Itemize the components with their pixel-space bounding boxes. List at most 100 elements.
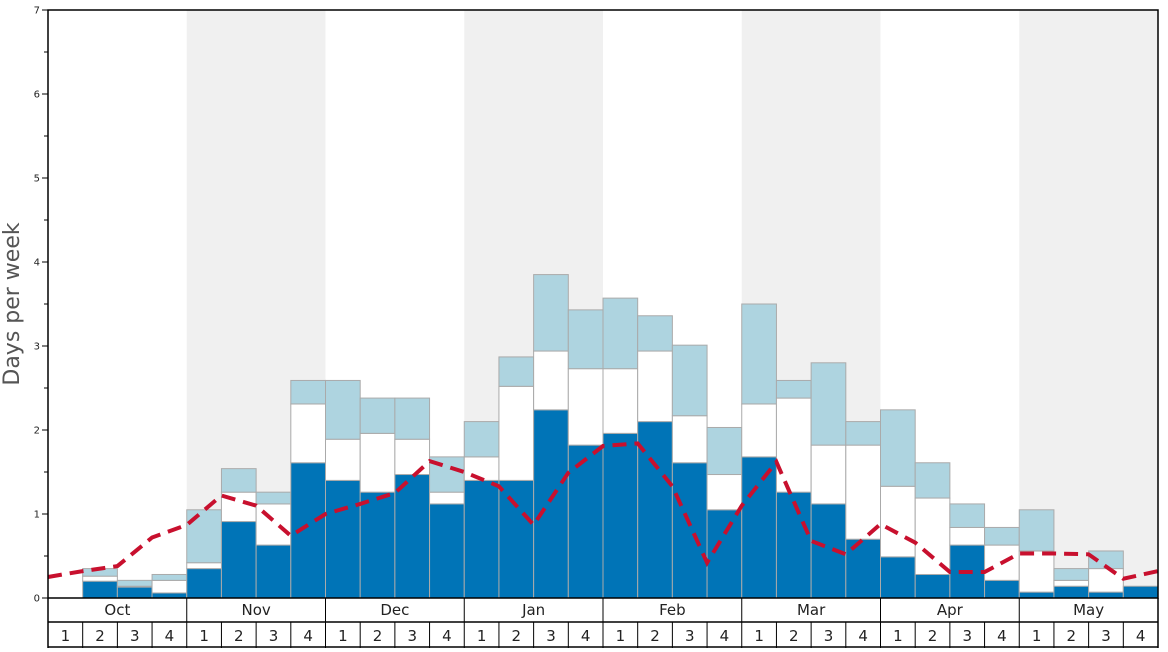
bar-segment bbox=[706, 509, 743, 599]
week-label: 1 bbox=[893, 627, 903, 645]
bar-segment bbox=[255, 491, 292, 505]
bar-segment bbox=[914, 497, 951, 575]
bar-segment bbox=[151, 592, 188, 599]
week-label: 4 bbox=[1136, 627, 1146, 645]
y-tick-label: 2 bbox=[34, 426, 40, 437]
bar-segment bbox=[602, 297, 639, 370]
bar-segment bbox=[810, 444, 847, 505]
bar-segment bbox=[463, 421, 500, 458]
bar-segment bbox=[116, 579, 153, 587]
y-tick-label: 7 bbox=[34, 6, 40, 17]
bar-segment bbox=[845, 444, 881, 540]
week-label: 2 bbox=[95, 627, 105, 645]
bar-segment bbox=[741, 403, 777, 458]
bar-segment bbox=[880, 556, 916, 599]
bar-segment bbox=[1053, 568, 1090, 581]
bar-segment bbox=[949, 526, 986, 546]
bar-segment bbox=[1018, 591, 1055, 599]
week-label: 3 bbox=[269, 627, 279, 645]
week-label: 1 bbox=[1032, 627, 1042, 645]
week-label: 2 bbox=[928, 627, 938, 645]
bar-segment bbox=[706, 474, 743, 511]
week-label: 2 bbox=[512, 627, 522, 645]
week-label: 3 bbox=[1101, 627, 1111, 645]
y-tick-label: 4 bbox=[34, 258, 40, 269]
bar-segment bbox=[741, 456, 777, 599]
month-label: Jan bbox=[521, 601, 545, 619]
week-label: 1 bbox=[199, 627, 209, 645]
bar-segment bbox=[359, 432, 396, 493]
bar-segment bbox=[151, 573, 188, 581]
bar-segment bbox=[325, 438, 361, 481]
bar-segment bbox=[1053, 579, 1090, 587]
month-label: Nov bbox=[241, 601, 270, 619]
bar-segment bbox=[394, 474, 431, 599]
bar-segment bbox=[602, 368, 639, 434]
bar-segment bbox=[567, 309, 604, 370]
y-tick-label: 0 bbox=[34, 594, 40, 605]
bar-segment bbox=[671, 415, 708, 464]
week-label: 1 bbox=[338, 627, 348, 645]
bar-segment bbox=[82, 580, 118, 599]
bar-segment bbox=[1018, 509, 1055, 552]
bar-segment bbox=[1053, 585, 1090, 599]
bar-segment bbox=[949, 503, 986, 528]
week-label: 3 bbox=[962, 627, 972, 645]
bar-segment bbox=[1122, 585, 1159, 599]
bar-segment bbox=[290, 379, 326, 405]
bar-segment bbox=[671, 344, 708, 417]
average-line bbox=[47, 441, 1159, 581]
week-label: 1 bbox=[477, 627, 487, 645]
average-line-path bbox=[47, 441, 1159, 581]
bar-segment bbox=[880, 409, 916, 487]
bar-segment bbox=[1088, 568, 1124, 593]
month-label: Feb bbox=[659, 601, 686, 619]
bar-segment bbox=[116, 586, 153, 599]
month-label: Mar bbox=[797, 601, 826, 619]
month-label: May bbox=[1073, 601, 1104, 619]
month-label: Apr bbox=[937, 601, 964, 619]
y-tick-label: 3 bbox=[34, 342, 40, 353]
bar-segment bbox=[567, 368, 604, 446]
bar-segment bbox=[567, 444, 604, 599]
bar-segment bbox=[82, 575, 118, 582]
bar-segment bbox=[775, 397, 812, 493]
week-label: 3 bbox=[546, 627, 556, 645]
bar-segment bbox=[359, 397, 396, 434]
week-label: 2 bbox=[1067, 627, 1077, 645]
bar-segment bbox=[220, 468, 257, 493]
bar-segment bbox=[1088, 591, 1124, 599]
x-axis: Oct 1 2 3 4 Nov 1 2 3 4 Dec 1 2 3 4 Jan 1 2 3 4 Feb 1 2 3 4 Mar 1 2… bbox=[47, 598, 1159, 648]
week-label: 4 bbox=[581, 627, 591, 645]
bar-segment bbox=[186, 509, 222, 564]
bar-segment bbox=[498, 385, 535, 481]
week-label: 4 bbox=[442, 627, 452, 645]
month-band bbox=[48, 10, 187, 598]
bar-segment bbox=[984, 526, 1020, 546]
bar-segment bbox=[429, 491, 465, 505]
week-label: 2 bbox=[373, 627, 383, 645]
bar-segment bbox=[325, 379, 361, 440]
y-tick-label: 5 bbox=[34, 174, 40, 185]
bar-segment bbox=[914, 573, 951, 599]
bar-segment bbox=[220, 521, 257, 599]
month-band bbox=[1019, 10, 1158, 598]
bar-segment bbox=[984, 579, 1020, 599]
bar-segment bbox=[706, 426, 743, 476]
bar-segment bbox=[533, 274, 569, 352]
bar-segment bbox=[186, 562, 222, 570]
week-label: 4 bbox=[165, 627, 175, 645]
bar-segment bbox=[741, 303, 777, 405]
bar-segment bbox=[498, 479, 535, 599]
bar-segment bbox=[671, 462, 708, 599]
bar-segment bbox=[463, 479, 500, 599]
y-axis: 0 1 2 3 4 5 6 7 bbox=[34, 6, 48, 605]
bar-segment bbox=[637, 350, 673, 423]
bar-segment bbox=[810, 362, 847, 446]
week-label: 3 bbox=[824, 627, 834, 645]
bar-segment bbox=[255, 544, 292, 599]
bar-segment bbox=[394, 438, 431, 476]
week-label: 3 bbox=[130, 627, 140, 645]
